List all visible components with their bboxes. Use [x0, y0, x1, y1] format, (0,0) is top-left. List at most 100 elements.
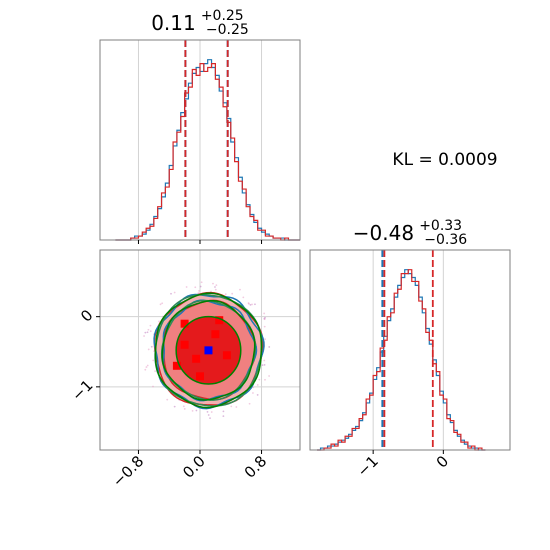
joint-scatter-point [170, 292, 172, 295]
joint-y-tick-label: 0 [77, 306, 96, 325]
joint-scatter-point [209, 417, 211, 420]
joint-scatter-point [152, 359, 155, 362]
joint-scatter-point [195, 409, 198, 412]
joint-y-ticks: 0 −1 [68, 306, 100, 405]
joint-scatter-point [207, 414, 210, 416]
joint-scatter-point [256, 394, 259, 396]
joint-scatter-point [199, 285, 202, 288]
joint-density-cell [180, 340, 189, 349]
joint-scatter-point [214, 286, 216, 288]
marginal-y-histogram-line [317, 269, 486, 451]
joint-scatter-point [144, 331, 147, 334]
joint-scatter-point [200, 281, 203, 284]
marginal-y-x-tick-label: 0 [433, 452, 452, 471]
joint-scatter-point [150, 345, 153, 348]
kl-divergence-label: KL = 0.0009 [392, 150, 497, 170]
marginal-x-title-minus: −0.25 [206, 22, 249, 38]
joint-scatter-point [256, 384, 259, 386]
marginal-y-grid [372, 250, 444, 450]
joint-scatter-point [158, 320, 160, 323]
joint-scatter-point [239, 288, 241, 291]
joint-scatter-point [268, 346, 271, 348]
marginal-y-x-tick-label: −1 [354, 452, 382, 480]
joint-y-tick-label: −1 [68, 376, 96, 404]
marginal-y-title: −0.48 +0.33 −0.36 [353, 215, 467, 248]
marginal-x-title-plus: +0.25 [201, 8, 244, 24]
joint-scatter-point [146, 331, 149, 334]
joint-scatter-point [185, 286, 188, 288]
marginal-x-panel: 0.11 +0.25 −0.25 [99, 8, 301, 244]
joint-scatter-point [210, 411, 213, 413]
joint-panel: −0.8 0.0 0.8 0 −1 [68, 249, 301, 491]
joint-contour-inner [175, 315, 242, 385]
joint-scatter-point [147, 328, 150, 331]
marginal-y-quantile-lines [381, 250, 434, 450]
joint-scatter-point [173, 405, 176, 408]
marginal-x-series [115, 59, 300, 241]
joint-scatter-point [194, 286, 197, 289]
joint-contour-line [154, 292, 263, 409]
marginal-y-panel: −1 0 −0.48 +0.33 −0.36 [309, 215, 511, 480]
joint-scatter-point [263, 363, 266, 366]
joint-scatter-point [149, 324, 152, 327]
joint-scatter-point [254, 303, 256, 306]
joint-scatter-point [230, 405, 233, 408]
joint-scatter-point [263, 318, 266, 321]
joint-contours [153, 291, 265, 410]
joint-scatter-point [206, 410, 209, 413]
joint-scatter-point [159, 303, 162, 306]
joint-scatter-point [198, 289, 200, 292]
joint-scatter-point [144, 368, 147, 371]
joint-scatter-point [252, 386, 255, 389]
marginal-y-histogram-line [317, 269, 486, 451]
joint-scatter-point [263, 325, 266, 328]
joint-scatter-point [264, 338, 266, 341]
joint-scatter-point [248, 302, 250, 305]
joint-scatter-point [222, 410, 225, 413]
joint-scatter-point [149, 330, 152, 333]
joint-scatter-point [173, 291, 176, 294]
joint-scatter-point [152, 385, 154, 388]
joint-x-tick-label: 0.8 [241, 452, 271, 482]
joint-scatter-point [191, 409, 194, 412]
joint-scatter-point [231, 292, 234, 295]
joint-density-cell [196, 372, 204, 381]
joint-scatter-point [215, 284, 218, 287]
joint-scatter-point [249, 303, 252, 306]
joint-density-cell [172, 361, 181, 370]
joint-scatter-point [182, 405, 185, 408]
marginal-x-histogram-line [115, 63, 300, 241]
joint-scatter-point [235, 406, 238, 408]
joint-scatter-point [222, 415, 225, 417]
joint-density-cell [215, 316, 224, 325]
marginal-y-series [317, 269, 486, 451]
joint-x-tick-label: 0.0 [179, 452, 209, 482]
joint-density-cell [180, 319, 189, 328]
joint-scatter-point [264, 378, 266, 381]
joint-scatter-point [145, 366, 148, 368]
marginal-y-frame [309, 249, 511, 451]
joint-scatter-point [251, 303, 253, 306]
joint-scatter-point [212, 282, 214, 285]
marginal-y-title-value: −0.48 [353, 221, 414, 245]
marginal-x-histogram-line [115, 59, 300, 241]
marginal-y-title-minus: −0.36 [424, 232, 467, 248]
marginal-y-x-ticks: −1 0 [354, 450, 452, 480]
joint-scatter-point [161, 302, 164, 305]
joint-scatter-point [263, 312, 266, 315]
joint-scatter-point [263, 359, 266, 362]
joint-scatter-point [143, 335, 145, 337]
joint-scatter-point [146, 364, 149, 367]
marginal-y-title-plus: +0.33 [419, 218, 462, 234]
joint-scatter-point [264, 316, 266, 319]
joint-x-ticks: −0.8 0.0 0.8 [109, 450, 271, 491]
joint-x-tick-label: −0.8 [109, 452, 147, 490]
joint-scatter-point [242, 296, 245, 299]
joint-scatter-point [268, 375, 271, 377]
marginal-x-ticks [137, 240, 263, 244]
joint-density-cell [222, 351, 231, 360]
joint-scatter-point [154, 370, 156, 373]
joint-density-cell [192, 354, 201, 363]
joint-scatter-point [258, 378, 261, 381]
